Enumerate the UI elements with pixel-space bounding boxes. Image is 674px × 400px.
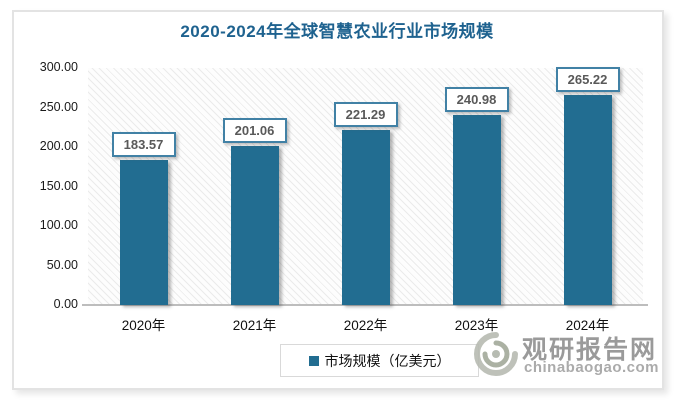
x-tick-label: 2020年 (121, 318, 166, 333)
legend-swatch-icon (308, 355, 319, 366)
legend-label: 市场规模（亿美元） (324, 352, 451, 369)
y-tick-label: 200.00 (39, 139, 78, 153)
value-label: 201.06 (222, 118, 287, 144)
y-tick-label: 150.00 (39, 178, 78, 193)
bar-2020年 (119, 159, 168, 305)
y-tick-label: 100.00 (39, 218, 78, 232)
watermark-site-url: chinabaogao.com (524, 359, 660, 376)
chart-title: 2020-2024年全球智慧农业行业市场规模 (180, 22, 494, 41)
bar-2022年 (341, 130, 390, 305)
x-tick-label: 2024年 (565, 318, 610, 333)
bar-2021年 (230, 146, 279, 305)
y-tick-label: 0.00 (53, 297, 78, 311)
value-label: 221.29 (333, 102, 398, 128)
value-label: 265.22 (555, 67, 620, 93)
value-label: 240.98 (444, 86, 509, 112)
y-tick-label: 50.00 (46, 257, 78, 272)
value-label: 183.57 (111, 131, 176, 157)
y-tick-label: 300.00 (39, 60, 78, 74)
bar-2024年 (563, 95, 612, 305)
swirl-eye-logo-icon (474, 332, 518, 376)
x-tick-label: 2021年 (232, 318, 277, 333)
bar-2023年 (452, 114, 501, 305)
watermark-site-name: 观研报告网 (522, 336, 658, 364)
watermark: 观研报告网 chinabaogao.com (472, 328, 672, 388)
x-tick-label: 2023年 (454, 318, 499, 333)
x-tick-label: 2022年 (343, 318, 388, 333)
legend: 市场规模（亿美元） (280, 344, 479, 377)
x-axis-line (82, 304, 648, 306)
y-tick-label: 250.00 (39, 99, 78, 114)
